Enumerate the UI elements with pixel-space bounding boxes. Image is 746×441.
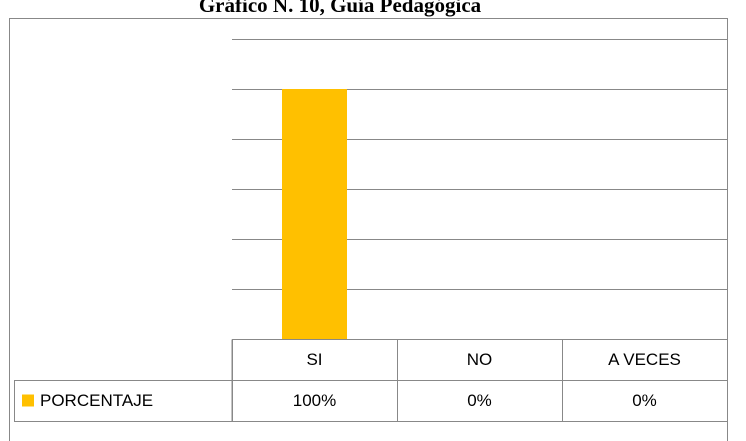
x-tick-label: NO bbox=[467, 350, 493, 369]
data-label: 0% bbox=[632, 391, 657, 410]
bar bbox=[282, 89, 347, 339]
data-label: 0% bbox=[467, 391, 492, 410]
data-label: 100% bbox=[293, 391, 336, 410]
legend-swatch bbox=[22, 394, 34, 407]
legend-label: PORCENTAJE bbox=[40, 391, 153, 410]
chart-frame bbox=[9, 18, 728, 441]
x-tick-label: A VECES bbox=[608, 350, 681, 369]
x-tick-label: SI bbox=[306, 350, 322, 369]
chart-title: Gráfico N. 10, Guía Pedagógica bbox=[199, 0, 482, 17]
title-band bbox=[0, 0, 746, 17]
